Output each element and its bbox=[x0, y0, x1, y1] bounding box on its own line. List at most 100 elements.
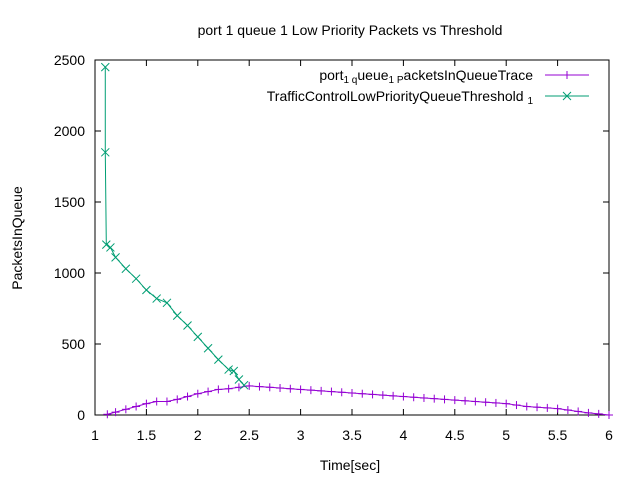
series-1-point bbox=[450, 396, 459, 405]
series-1-point bbox=[265, 383, 274, 392]
series-2-point-d2 bbox=[142, 285, 151, 295]
plot-frame bbox=[94, 59, 610, 416]
series-2-point-d2 bbox=[183, 321, 192, 330]
x-tick-label: 2 bbox=[194, 427, 202, 443]
series-2-point bbox=[229, 366, 239, 376]
series-1-point bbox=[162, 397, 171, 406]
series-2-point-d2 bbox=[193, 332, 203, 342]
legend-marker-1 bbox=[563, 71, 571, 79]
series-1-point bbox=[193, 389, 202, 398]
series-1-point bbox=[142, 399, 151, 408]
series-1-point bbox=[317, 386, 326, 395]
series-1-point bbox=[224, 384, 233, 393]
series-1-point bbox=[584, 408, 593, 417]
x-tick-label: 4.5 bbox=[445, 427, 465, 443]
series-1-point bbox=[327, 387, 336, 396]
series-1-point bbox=[296, 385, 305, 394]
series-2-point-d2 bbox=[214, 355, 223, 364]
series-2-point-d2 bbox=[229, 366, 239, 376]
series-1-point bbox=[121, 405, 130, 414]
series-1-point bbox=[152, 397, 161, 406]
x-axis-label: Time[sec] bbox=[320, 457, 380, 473]
legend-label-part: TrafficControlLowPriorityQueueThreshold bbox=[267, 88, 528, 104]
series-1-point bbox=[358, 389, 367, 398]
series-1-point bbox=[183, 392, 192, 401]
series-2-point bbox=[193, 332, 203, 342]
series-2-point bbox=[183, 321, 192, 330]
series-1-point bbox=[173, 395, 182, 404]
legend: port1 queue1 PacketsInQueueTrace TrafficC… bbox=[267, 67, 589, 107]
series-2-point-d2 bbox=[100, 147, 110, 157]
series-1-point bbox=[461, 396, 470, 405]
series-1-point bbox=[430, 394, 439, 403]
series-line-2 bbox=[104, 67, 245, 386]
y-tick-label: 1000 bbox=[54, 265, 85, 281]
y-tick-label: 0 bbox=[77, 407, 85, 423]
series-2-point bbox=[172, 311, 182, 320]
series-1-point bbox=[502, 399, 511, 408]
legend-label-part: 1 bbox=[527, 96, 533, 107]
legend-label-part: 1 q bbox=[343, 75, 357, 86]
series-2-point bbox=[152, 294, 162, 303]
series-2-point bbox=[111, 253, 120, 262]
legend-label-part: acketsInQueueTrace bbox=[404, 67, 534, 83]
series-1-point bbox=[132, 402, 141, 411]
series-2-point-d2 bbox=[101, 240, 111, 249]
plot-area: 1 1.5 2 2.5 3 3.5 4 4.5 5 5.5 6 0 500 1000 1500 2000 250… bbox=[54, 52, 613, 443]
series-2-point-d2 bbox=[121, 264, 131, 274]
series-2-point bbox=[106, 243, 115, 252]
series-1-point bbox=[409, 393, 418, 402]
x-tick-label: 1 bbox=[91, 427, 99, 443]
series-1-point bbox=[389, 391, 398, 400]
series-2-point-d2 bbox=[100, 62, 110, 72]
series-1-point bbox=[337, 388, 346, 397]
series-2-point-d2 bbox=[111, 253, 120, 262]
legend-marker-2 bbox=[562, 91, 572, 101]
series-1-point bbox=[245, 381, 254, 390]
series-1-point bbox=[512, 401, 521, 410]
series-1-point bbox=[553, 404, 562, 413]
x-tick-label: 4 bbox=[400, 427, 408, 443]
y-tick-label: 2000 bbox=[54, 123, 85, 139]
series-1-point bbox=[563, 406, 572, 415]
x-tick-label: 3 bbox=[297, 427, 305, 443]
x-tick-label: 5 bbox=[502, 427, 510, 443]
series-1-point bbox=[533, 403, 542, 412]
series-2-point bbox=[121, 264, 131, 274]
series-1-point bbox=[574, 407, 583, 416]
legend-label-2: TrafficControlLowPriorityQueueThreshold … bbox=[267, 88, 534, 107]
series-2-point-d2 bbox=[172, 311, 182, 320]
series-2-point bbox=[203, 343, 213, 353]
x-tick-label: 6 bbox=[605, 427, 613, 443]
series-1-point bbox=[255, 382, 264, 391]
y-tick-label: 1500 bbox=[54, 194, 85, 210]
series-1-point bbox=[276, 384, 285, 393]
series-1-point bbox=[471, 397, 480, 406]
series-2-point bbox=[162, 298, 172, 308]
series-1-point bbox=[481, 398, 490, 407]
series-2-point bbox=[239, 380, 249, 390]
series-2-point-d2 bbox=[152, 294, 162, 303]
x-tick-label: 1.5 bbox=[137, 427, 157, 443]
series-2-point-d2 bbox=[239, 380, 249, 390]
series-1-point bbox=[440, 395, 449, 404]
series-2-point bbox=[101, 240, 111, 249]
series-1-point bbox=[204, 387, 213, 396]
series-1-point bbox=[214, 385, 223, 394]
legend-marker-2-d2 bbox=[562, 91, 572, 101]
series-1-point bbox=[399, 392, 408, 401]
x-tick-label: 2.5 bbox=[239, 427, 259, 443]
series-1-point bbox=[522, 402, 531, 411]
series-1-point bbox=[419, 393, 428, 402]
series-2-point-d2 bbox=[224, 365, 233, 374]
chart-title: port 1 queue 1 Low Priority Packets vs T… bbox=[198, 22, 503, 38]
series-1-point bbox=[348, 388, 356, 397]
x-tick-label: 3.5 bbox=[342, 427, 362, 443]
series-2-point-d2 bbox=[203, 343, 213, 353]
series-1-point bbox=[103, 410, 112, 419]
series-2-point bbox=[142, 285, 151, 295]
series-1-point bbox=[378, 391, 387, 400]
series-2-point bbox=[131, 274, 141, 284]
series-2-point bbox=[100, 147, 110, 157]
